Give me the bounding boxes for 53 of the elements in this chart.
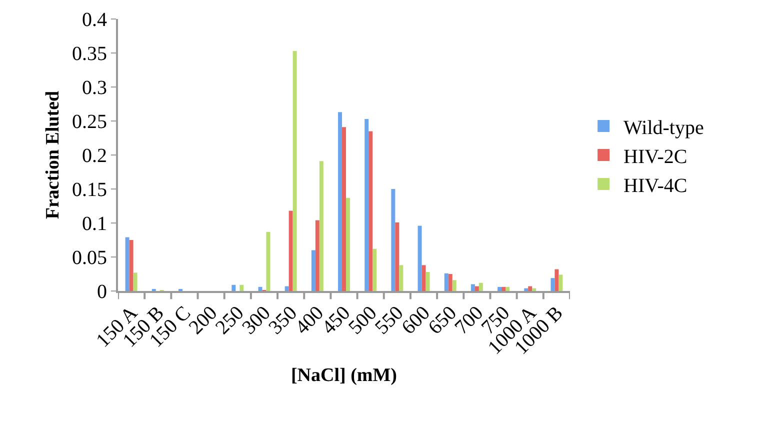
bar xyxy=(452,280,456,291)
bar xyxy=(133,272,138,291)
bar xyxy=(550,278,555,291)
y-tick-label: 0.1 xyxy=(82,213,107,235)
bar xyxy=(498,286,502,291)
bar xyxy=(292,50,297,291)
y-tick-label: 0 xyxy=(97,281,107,303)
bar xyxy=(338,112,342,291)
bar xyxy=(288,210,293,291)
bar xyxy=(558,274,563,291)
bar xyxy=(448,274,452,291)
bar xyxy=(315,220,320,291)
bar xyxy=(506,286,510,291)
bar xyxy=(240,284,244,291)
bar xyxy=(554,269,559,291)
y-tick-label: 0.4 xyxy=(82,9,107,31)
bar xyxy=(478,282,483,291)
bar xyxy=(470,284,475,291)
bar xyxy=(346,198,350,291)
bar xyxy=(426,272,430,291)
legend-label: Wild-type xyxy=(624,116,704,139)
legend-label: HIV-4C xyxy=(624,174,688,197)
bar xyxy=(342,127,346,291)
bar xyxy=(391,189,396,291)
bar xyxy=(372,248,377,291)
bar xyxy=(395,222,400,291)
x-axis-title: [NaCl] (mM) xyxy=(290,365,398,386)
bar xyxy=(284,286,289,291)
y-tick-label: 0.15 xyxy=(72,179,107,201)
legend-label: HIV-2C xyxy=(624,146,688,168)
bar xyxy=(368,131,373,291)
bar xyxy=(524,288,528,291)
bar xyxy=(319,161,324,291)
bar xyxy=(399,265,404,291)
bar xyxy=(528,286,532,291)
bar xyxy=(311,250,316,291)
bar xyxy=(474,286,479,291)
y-tick-label: 0.25 xyxy=(72,111,107,133)
bar xyxy=(129,240,134,291)
bar xyxy=(502,286,506,291)
bar xyxy=(444,273,448,291)
y-tick-label: 0.05 xyxy=(72,247,107,269)
bar xyxy=(418,226,422,291)
bar xyxy=(532,288,536,291)
y-tick-label: 0.2 xyxy=(82,145,107,167)
bar xyxy=(364,118,369,291)
bar xyxy=(422,265,426,291)
y-tick-label: 0.3 xyxy=(82,77,107,99)
y-axis-title: Fraction Eluted xyxy=(42,90,64,220)
y-tick-label: 0.35 xyxy=(72,43,107,65)
bar xyxy=(266,232,270,291)
bar xyxy=(232,284,236,291)
bar xyxy=(125,237,130,291)
